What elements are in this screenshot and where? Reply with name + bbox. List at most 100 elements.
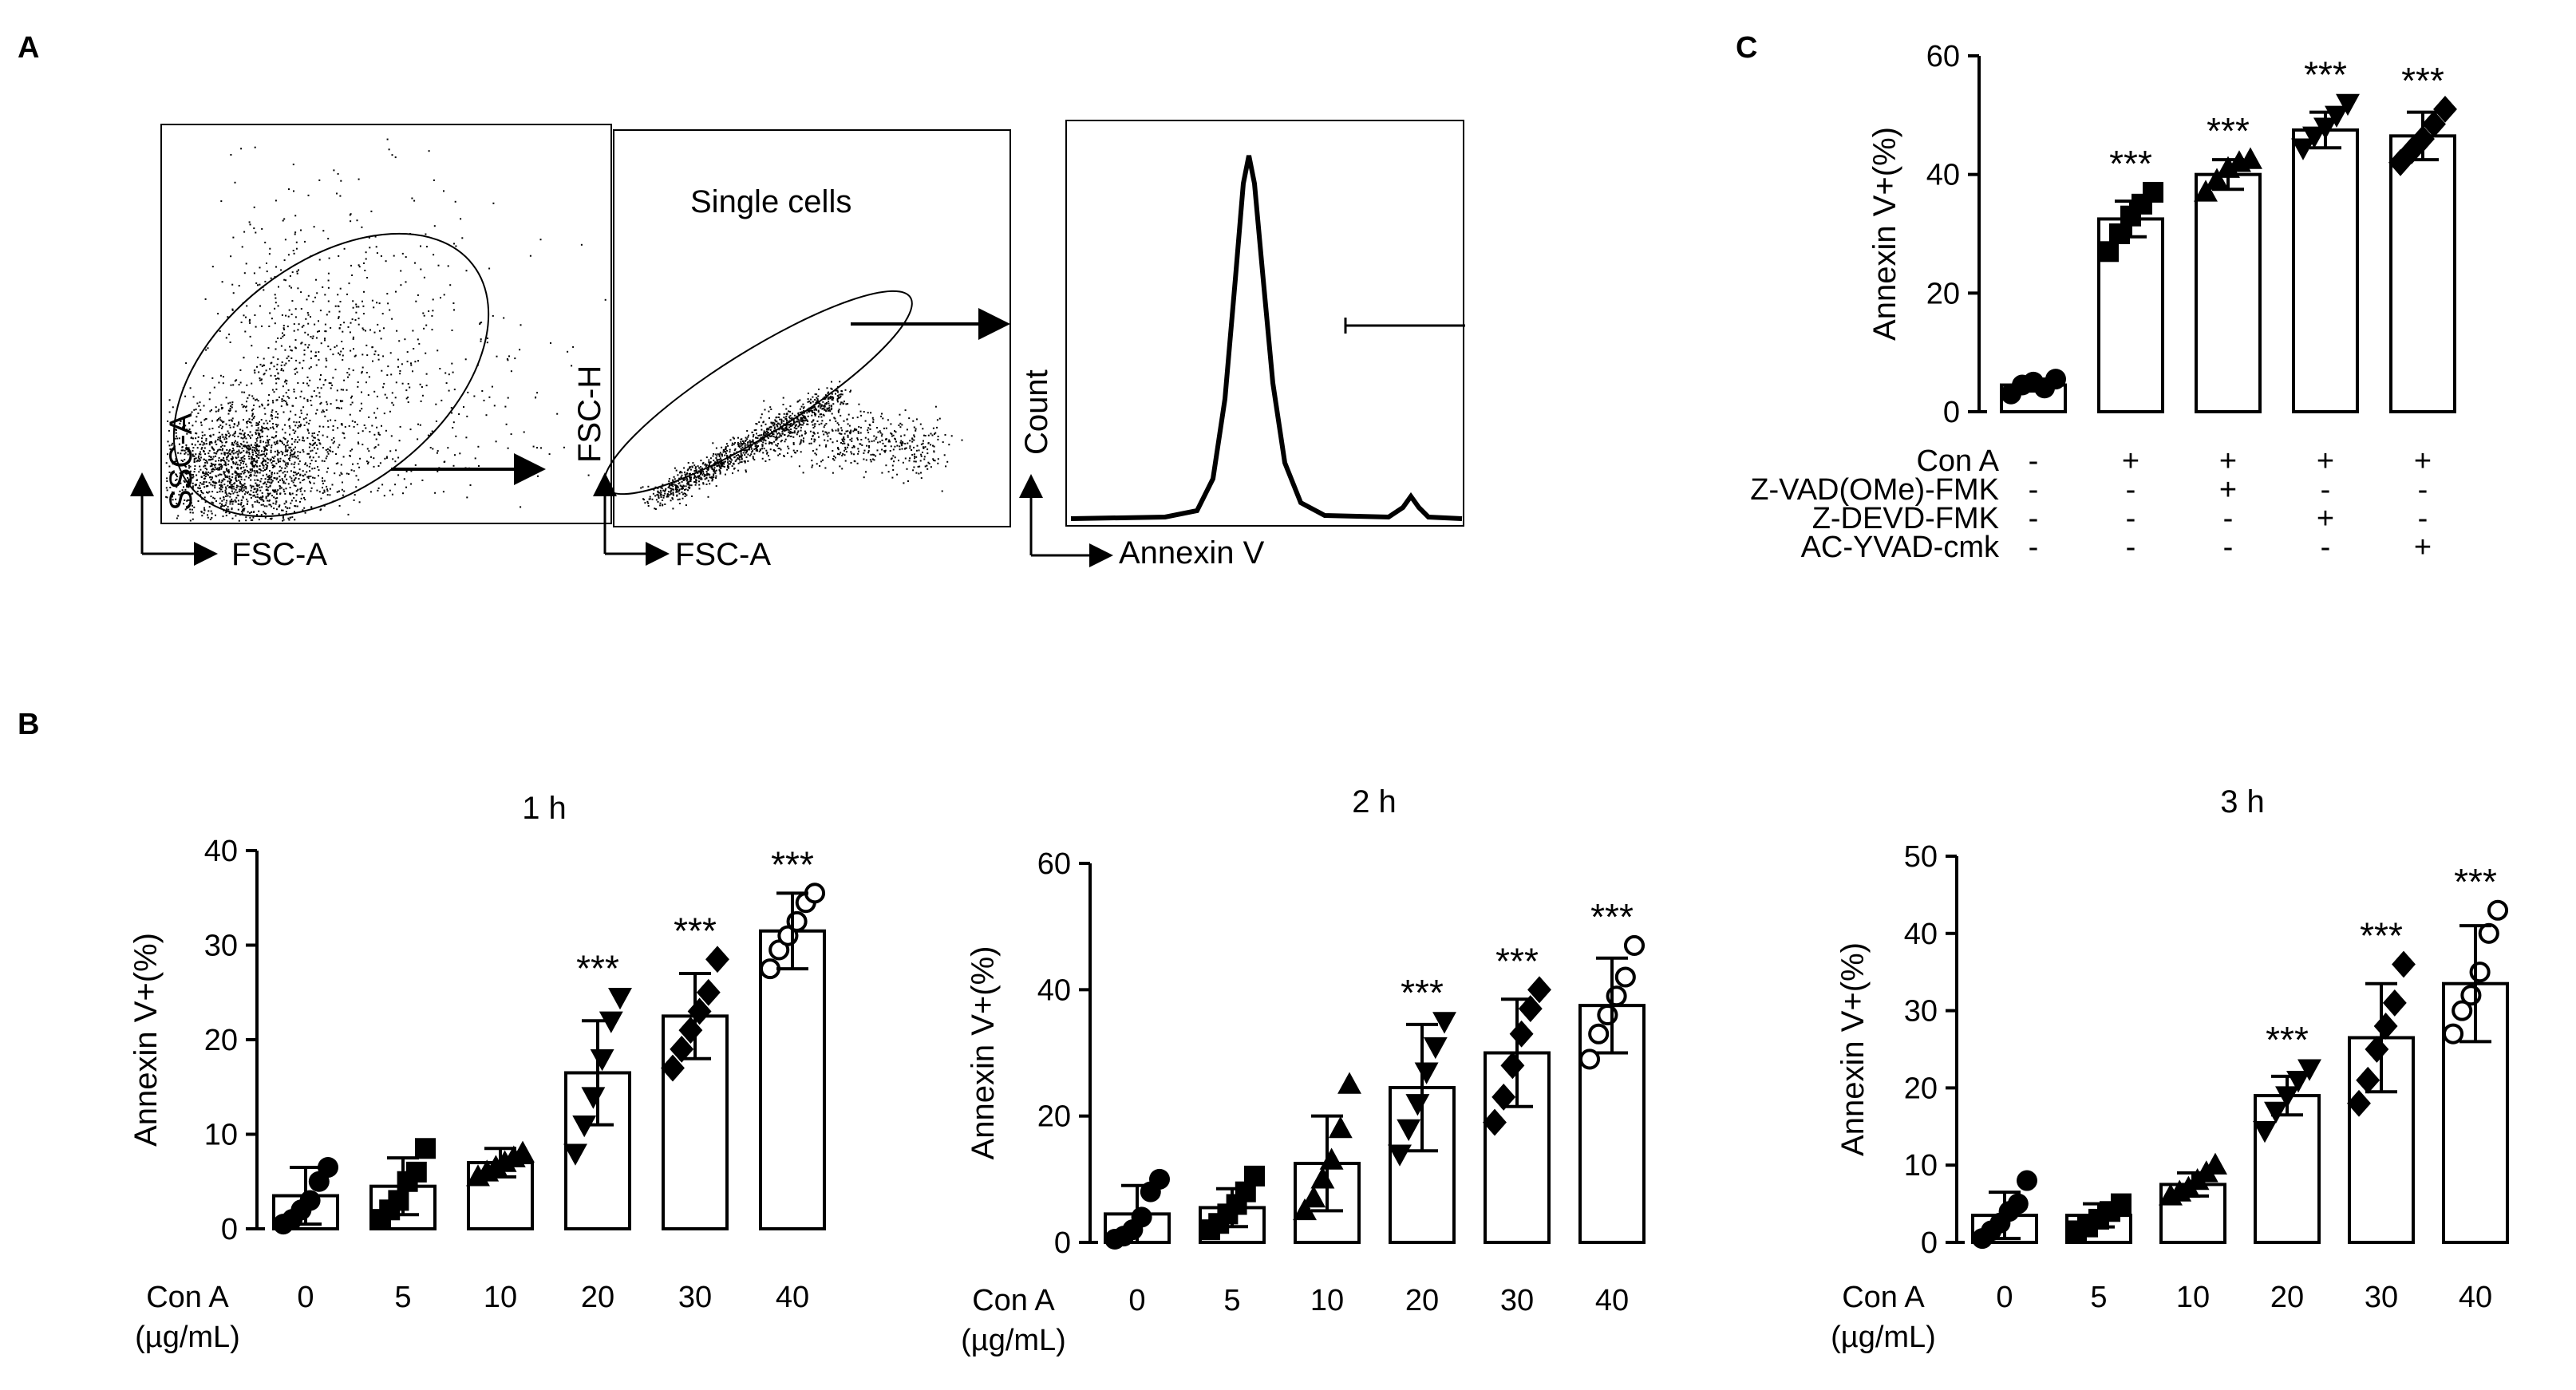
plot1-dot: [253, 272, 255, 274]
plot1-dot: [273, 436, 275, 439]
plot1-dot: [493, 405, 496, 407]
plot1-dot: [320, 497, 322, 500]
plot2-dot: [689, 476, 690, 479]
plot2-dot: [680, 476, 682, 478]
plot1-dot: [307, 385, 310, 387]
plot1-dot: [282, 482, 285, 484]
plot1-dot: [278, 286, 279, 288]
plot2-dot: [867, 438, 870, 440]
plot1-dot: [258, 501, 260, 503]
plot1-dot: [420, 245, 421, 247]
plot2-dot: [784, 434, 785, 436]
data-point-diamond: [1483, 1108, 1507, 1136]
plot1-dot: [260, 453, 263, 456]
plot1-dot: [300, 390, 302, 393]
plot2-dot: [745, 471, 747, 473]
plot1-dot: [269, 460, 271, 462]
plot1-dot: [233, 488, 235, 490]
plot1-dot: [245, 316, 247, 318]
plot2-dot: [731, 444, 733, 446]
plot1-dot: [232, 384, 235, 386]
plot1-dot: [225, 437, 227, 440]
plot1-dot: [375, 438, 377, 440]
plot1-dot: [200, 456, 203, 459]
plot1-dot: [227, 464, 230, 466]
plot1-dot: [367, 394, 369, 397]
plot2-dot: [779, 433, 781, 436]
plot1-dot: [176, 486, 178, 488]
plot2-dot: [808, 442, 811, 444]
plot2-dot: [775, 431, 777, 433]
plot1-dot: [243, 435, 246, 437]
plot1-dot: [198, 405, 200, 407]
plot1-dot: [405, 486, 407, 488]
plot1-dot: [280, 364, 282, 366]
plot1-dot: [251, 506, 254, 508]
plot1-dot: [192, 437, 194, 440]
plot2-dot: [708, 459, 710, 461]
treatment-mark: +: [2122, 444, 2139, 478]
plot1-dot: [417, 438, 419, 440]
plot2-dot: [883, 450, 886, 452]
plot1-dot: [263, 505, 266, 507]
plot2-dot: [812, 464, 814, 467]
plot1-dot: [201, 431, 203, 433]
significance-label: ***: [2401, 60, 2444, 101]
plot2-dot: [818, 402, 820, 405]
plot1-dot: [270, 277, 272, 279]
plot1-dot: [174, 428, 176, 430]
plot1-dot: [327, 467, 329, 469]
plot2-dot: [844, 449, 845, 452]
bar: [759, 929, 826, 1230]
plot1-dot: [292, 164, 294, 166]
plot1-dot: [217, 410, 219, 413]
plot2-dot: [768, 432, 769, 434]
plot1-dot: [206, 468, 208, 471]
plot2-dot: [835, 420, 837, 422]
plot1-dot: [275, 411, 278, 413]
plot1-dot: [184, 463, 186, 465]
plot1-dot: [290, 480, 293, 482]
plot1-dot: [322, 434, 324, 436]
plot2-dot: [785, 413, 788, 415]
plot1-dot: [263, 453, 265, 456]
plot2-dot: [762, 436, 765, 438]
plot2-dot: [946, 460, 949, 463]
plot1-dot: [239, 381, 242, 384]
y-tick-label: 20: [204, 1024, 238, 1057]
plot1-dot: [378, 302, 381, 305]
plot2-dot: [654, 507, 656, 510]
plot1-dot: [269, 492, 271, 495]
plot2-dot: [757, 445, 760, 447]
plot1-dot: [179, 422, 181, 425]
plot2-dot: [841, 393, 844, 396]
plot1-dot: [232, 460, 235, 463]
plot1-dot: [223, 421, 225, 423]
plot1-dot: [254, 372, 256, 374]
plot2-dot: [668, 478, 670, 480]
plot2-dot: [691, 496, 693, 497]
plot2-dot: [819, 465, 821, 467]
plot1-dot: [228, 419, 231, 421]
plot1-dot: [245, 491, 247, 493]
plot1-dot: [257, 480, 259, 481]
plot2-dot: [813, 409, 816, 411]
plot1-dot: [365, 372, 368, 373]
plot1-dot: [377, 432, 380, 434]
plot1-dot: [251, 460, 253, 463]
plot2-dot: [716, 455, 718, 457]
plot2-dot: [684, 473, 686, 476]
data-point-triangle-down: [2297, 1059, 2321, 1081]
plot2-dot: [924, 446, 926, 448]
plot1-dot: [215, 460, 217, 462]
plot2-dot: [913, 439, 915, 441]
plot1-dot: [231, 417, 234, 420]
plot1-dot: [227, 456, 229, 458]
plot2-dot: [944, 434, 946, 436]
plot1-dot: [188, 478, 190, 480]
plot1-dot: [235, 515, 237, 517]
plot2-dot: [877, 441, 879, 444]
plot1-dot: [287, 517, 290, 519]
plot2-dot: [674, 478, 676, 480]
